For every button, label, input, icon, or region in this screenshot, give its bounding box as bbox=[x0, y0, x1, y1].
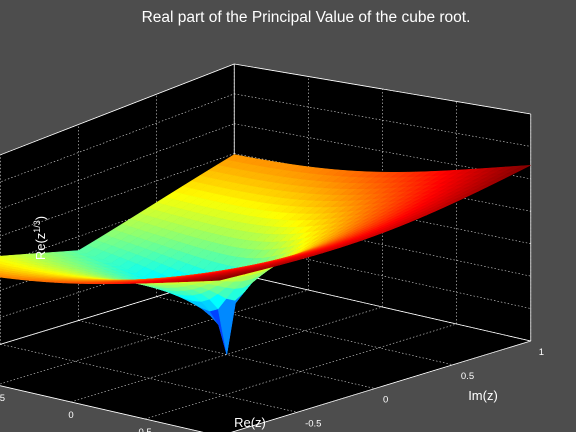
back-grid-line-z bbox=[234, 212, 531, 277]
floor-grid-line-y bbox=[156, 296, 453, 366]
z-axis-label-close: ) bbox=[33, 216, 48, 220]
left-top-edge bbox=[0, 63, 235, 156]
left-grid-line-z bbox=[0, 123, 235, 210]
x-tick-label: 0 bbox=[68, 410, 73, 421]
chart-title: Real part of the Principal Value of the … bbox=[142, 9, 471, 26]
x-axis-label: Re(z) bbox=[234, 415, 266, 430]
x-axis-line bbox=[0, 385, 204, 432]
y-axis-line bbox=[230, 340, 531, 432]
floor-back-edge bbox=[234, 272, 531, 342]
z-axis-label: Re(z1/3) bbox=[32, 216, 48, 260]
x-tick-label: -0.5 bbox=[0, 393, 5, 404]
left-grid-line-z bbox=[0, 153, 235, 237]
y-axis-label: Im(z) bbox=[468, 388, 498, 403]
surface-patch bbox=[210, 277, 228, 281]
z-axis-label-base: Re(z bbox=[33, 233, 48, 260]
floor-panel bbox=[0, 273, 531, 432]
surface-plot bbox=[0, 154, 531, 355]
y-tick-label: 0.5 bbox=[461, 371, 474, 382]
back-grid-line-z bbox=[234, 123, 531, 180]
floor-grid-line-y bbox=[78, 320, 376, 389]
y-tick-label: -0.5 bbox=[305, 418, 321, 429]
axis-ticks: 00.20.40.60.811.21.4-1-0.500.51-1-0.500.… bbox=[0, 347, 544, 432]
floor-grid-line-y bbox=[0, 343, 298, 413]
y-tick-label: 1 bbox=[539, 347, 544, 358]
back-grid-line-z bbox=[234, 93, 531, 147]
back-grid-line-z bbox=[234, 242, 531, 309]
left-grid-line-z bbox=[0, 93, 235, 183]
back-top-edge bbox=[234, 63, 531, 115]
x-tick-label: 0.5 bbox=[138, 427, 151, 432]
z-axis-label-exponent: 1/3 bbox=[32, 220, 42, 233]
y-tick-label: 0 bbox=[383, 395, 388, 406]
